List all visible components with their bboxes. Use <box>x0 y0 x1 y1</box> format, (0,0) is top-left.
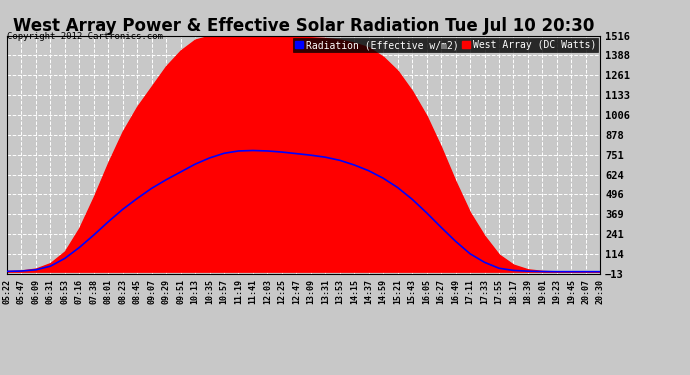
Legend: Radiation (Effective w/m2), West Array (DC Watts): Radiation (Effective w/m2), West Array (… <box>293 38 598 52</box>
Text: Copyright 2012 Cartronics.com: Copyright 2012 Cartronics.com <box>7 32 163 41</box>
Title: West Array Power & Effective Solar Radiation Tue Jul 10 20:30: West Array Power & Effective Solar Radia… <box>13 18 594 36</box>
